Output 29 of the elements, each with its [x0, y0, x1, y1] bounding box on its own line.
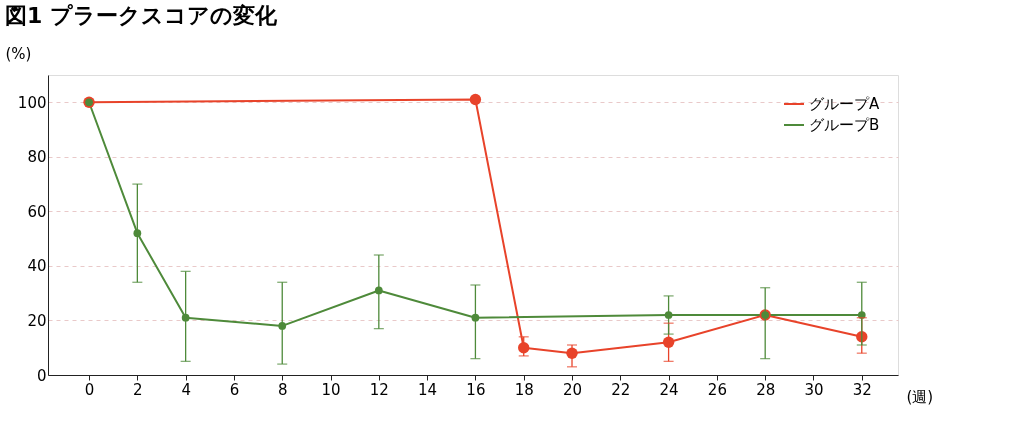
x-tick-label: 10	[321, 380, 341, 399]
y-tick-label: 80	[27, 148, 47, 167]
x-tick-label: 18	[514, 380, 534, 399]
x-tick-label: 14	[418, 380, 438, 399]
legend-label: グループB	[809, 116, 880, 134]
x-tick-label: 32	[852, 380, 872, 399]
x-tick-label: 16	[466, 380, 486, 399]
y-axis-title: (%)	[5, 44, 32, 63]
y-tick-label: 40	[27, 257, 47, 276]
x-tick-label: 24	[659, 380, 679, 399]
x-tick-label: 2	[133, 380, 143, 399]
y-tick-label: 20	[27, 311, 47, 330]
legend-label: グループA	[809, 95, 880, 113]
x-tick-label: 4	[181, 380, 191, 399]
y-tick-label: 60	[27, 202, 47, 221]
y-tick-label: 0	[36, 366, 47, 385]
x-axis-title: (週)	[906, 387, 934, 406]
x-tick-label: 12	[369, 380, 389, 399]
point	[469, 93, 482, 106]
x-tick-label: 20	[562, 380, 583, 399]
x-tick-label: 22	[611, 380, 631, 399]
y-tick-label: 100	[17, 93, 47, 112]
x-tick-label: 6	[229, 380, 240, 399]
x-tick-label: 30	[804, 380, 824, 399]
x-tick-label: 8	[277, 380, 288, 399]
x-tick-label: 28	[756, 380, 776, 399]
x-tick-label: 0	[84, 380, 95, 399]
x-tick-label: 26	[707, 380, 727, 399]
chart-title: 図1 プラークスコアの変化	[5, 3, 278, 28]
